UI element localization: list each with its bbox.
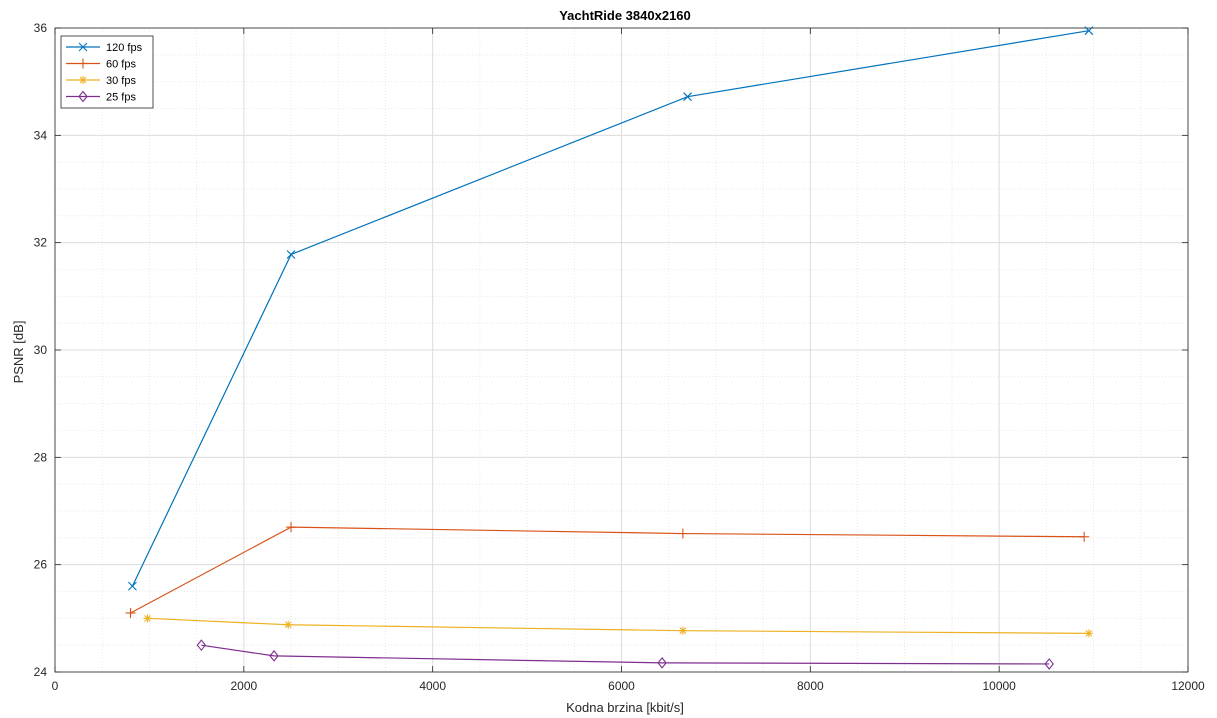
grid <box>54 27 1189 673</box>
x-tick-label: 0 <box>52 679 59 693</box>
series-30-fps <box>143 614 1093 638</box>
data-point <box>143 614 152 623</box>
marker-stroke <box>79 76 87 84</box>
series-120-fps <box>128 26 1094 591</box>
series-25-fps <box>196 639 1054 670</box>
x-tick-label: 4000 <box>419 679 446 693</box>
data-point <box>125 607 136 618</box>
legend-swatch-marker <box>78 42 88 52</box>
x-tick-label: 6000 <box>608 679 635 693</box>
marker-shape <box>657 656 667 669</box>
marker-shape <box>196 639 207 652</box>
marker-stroke <box>286 250 296 259</box>
data-point <box>269 650 279 662</box>
x-tick-label: 10000 <box>982 679 1016 693</box>
series-line <box>131 30 1089 587</box>
x-axis-title: Kodna brzina [kbit/s] <box>566 700 684 715</box>
legend-swatch-marker <box>79 76 87 84</box>
data-point <box>1084 629 1093 638</box>
data-point <box>286 522 297 533</box>
chart-title: YachtRide 3840x2160 <box>559 8 691 23</box>
legend-item: 120 fps <box>66 42 143 54</box>
legend-label: 120 fps <box>106 42 143 54</box>
series-line <box>201 644 1050 665</box>
y-tick-label: 30 <box>34 343 48 357</box>
legend-label: 60 fps <box>106 59 136 71</box>
marker-stroke <box>144 614 151 622</box>
data-point <box>284 620 293 629</box>
data-point <box>678 626 687 635</box>
data-point <box>1084 26 1094 36</box>
legend-swatch-marker <box>78 58 88 69</box>
series-layer <box>125 26 1094 670</box>
y-tick-label: 32 <box>34 236 48 250</box>
legend: 120 fps 60 fps 30 fps 25 fps <box>60 35 154 109</box>
marker-stroke <box>679 627 687 635</box>
marker-shape <box>78 90 88 103</box>
y-tick-label: 34 <box>34 128 48 142</box>
y-tick-label: 26 <box>34 558 48 572</box>
data-point <box>1044 658 1054 670</box>
x-tick-label: 8000 <box>797 679 824 693</box>
legend-item: 60 fps <box>66 58 136 71</box>
marker-stroke <box>1084 26 1094 36</box>
marker-stroke <box>284 621 292 629</box>
marker-stroke <box>128 581 137 591</box>
data-point <box>683 92 692 102</box>
axis-ticks: 0 2000 4000 6000 8000 10000 12000 24 26 28 30 32 34 3… <box>34 21 1205 693</box>
legend-label: 30 fps <box>106 75 136 87</box>
y-axis-title: PSNR [dB] <box>11 321 26 384</box>
data-point <box>196 639 207 652</box>
y-tick-label: 36 <box>34 21 48 35</box>
marker-stroke <box>78 42 88 52</box>
x-tick-label: 12000 <box>1171 679 1205 693</box>
legend-item: 30 fps <box>66 75 136 87</box>
marker-shape <box>1044 658 1054 670</box>
data-point <box>286 250 296 259</box>
legend-label: 25 fps <box>106 92 136 104</box>
y-tick-label: 28 <box>34 450 48 464</box>
y-tick-label: 24 <box>34 665 48 679</box>
series-60-fps <box>125 522 1090 618</box>
series-line <box>147 617 1089 634</box>
data-point <box>1079 531 1090 542</box>
data-point <box>657 656 667 669</box>
data-point <box>128 581 137 591</box>
legend-swatch-marker <box>78 90 88 103</box>
marker-stroke <box>1085 629 1093 637</box>
marker-shape <box>269 650 279 662</box>
legend-item: 25 fps <box>66 90 136 104</box>
series-line <box>130 526 1085 614</box>
marker-stroke <box>683 92 692 102</box>
x-tick-label: 2000 <box>230 679 257 693</box>
data-point <box>677 528 688 539</box>
